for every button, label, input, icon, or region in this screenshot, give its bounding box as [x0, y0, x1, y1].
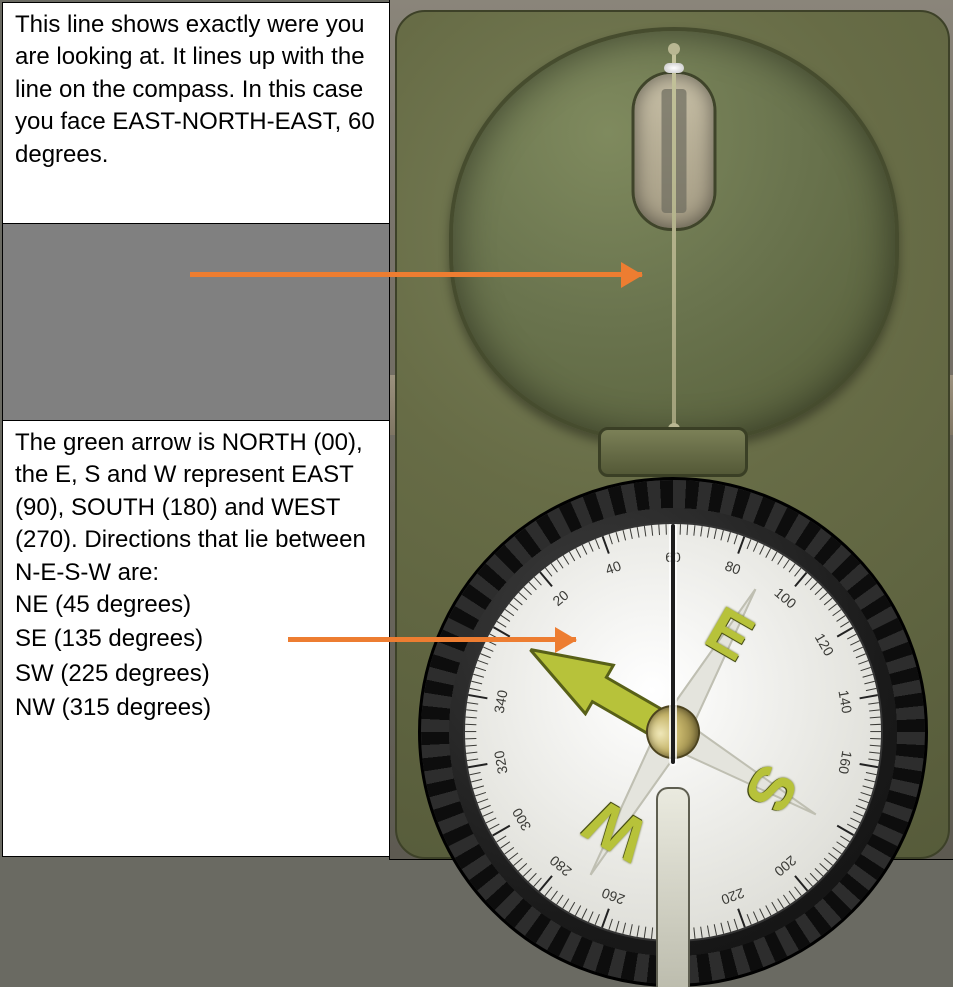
lid-sight-bead	[664, 63, 684, 73]
callout-arrow-bottom	[288, 637, 576, 642]
direction-line: NE (45 degrees)	[15, 589, 377, 621]
callout-top-text: This line shows exactly were you are loo…	[15, 9, 377, 171]
callout-bottom-intro: The green arrow is NORTH (00), the E, S …	[15, 427, 377, 589]
compass-body: 2040608010012014016020022024026028030032…	[395, 10, 950, 859]
left-gray-strip	[2, 224, 390, 420]
lubber-tab	[656, 787, 690, 987]
compass-dial: 2040608010012014016020022024026028030032…	[418, 477, 928, 987]
compass-hinge	[598, 427, 748, 477]
compass-lid	[449, 27, 899, 442]
callout-arrow-top	[190, 272, 642, 277]
lid-sight-wire	[672, 49, 676, 429]
compass-scene: 2040608010012014016020022024026028030032…	[390, 0, 953, 859]
direction-line: SW (225 degrees)	[15, 658, 377, 690]
lubber-line	[671, 524, 675, 764]
direction-line: NW (315 degrees)	[15, 692, 377, 724]
callout-top: This line shows exactly were you are loo…	[2, 2, 390, 224]
